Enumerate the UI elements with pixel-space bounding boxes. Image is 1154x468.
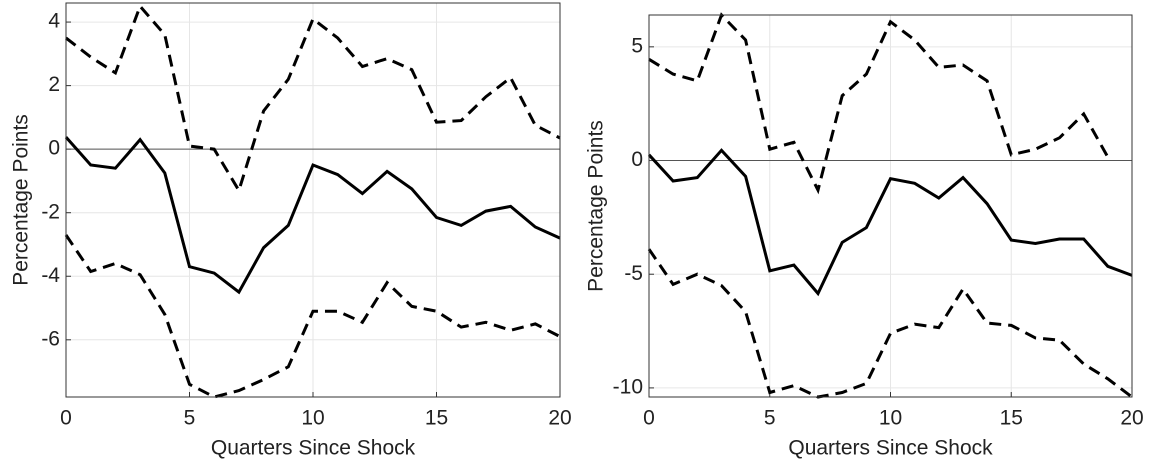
x-tick-label: 20 [548,407,571,430]
x-tick-label: 10 [301,407,324,430]
series-line [647,148,1133,297]
y-tick-label: 0 [48,137,60,160]
x-tick-label: 0 [60,407,72,430]
series-line [65,3,561,195]
x-tick-label: 5 [764,407,776,430]
y-tick-label: -6 [41,327,60,350]
y-axis-label: Percentage Points [10,114,33,286]
y-tick-label: -5 [624,262,643,285]
x-axis-label: Quarters Since Shock [211,437,416,460]
x-axis-label: Quarters Since Shock [788,437,993,460]
series-line [648,12,1110,195]
x-tick-label: 5 [184,407,196,430]
y-tick-label: 0 [631,148,643,171]
y-tick-label: 5 [631,34,643,57]
y-tick-label: 4 [48,10,60,33]
axes-frame [65,2,561,398]
x-tick-label: 20 [1120,407,1143,430]
y-tick-label: -2 [41,200,60,223]
x-tick-label: 10 [879,407,902,430]
x-tick-label: 15 [1000,407,1023,430]
y-tick-label: 2 [48,73,60,96]
series-line [647,248,1133,399]
x-tick-label: 15 [425,407,448,430]
series-line [64,136,561,295]
axes-frame [648,14,1133,398]
y-tick-label: -4 [41,264,60,287]
series-line [64,234,561,399]
x-tick-label: 0 [643,407,655,430]
y-tick-label: -10 [613,375,643,398]
y-axis-label: Percentage Points [585,120,608,292]
